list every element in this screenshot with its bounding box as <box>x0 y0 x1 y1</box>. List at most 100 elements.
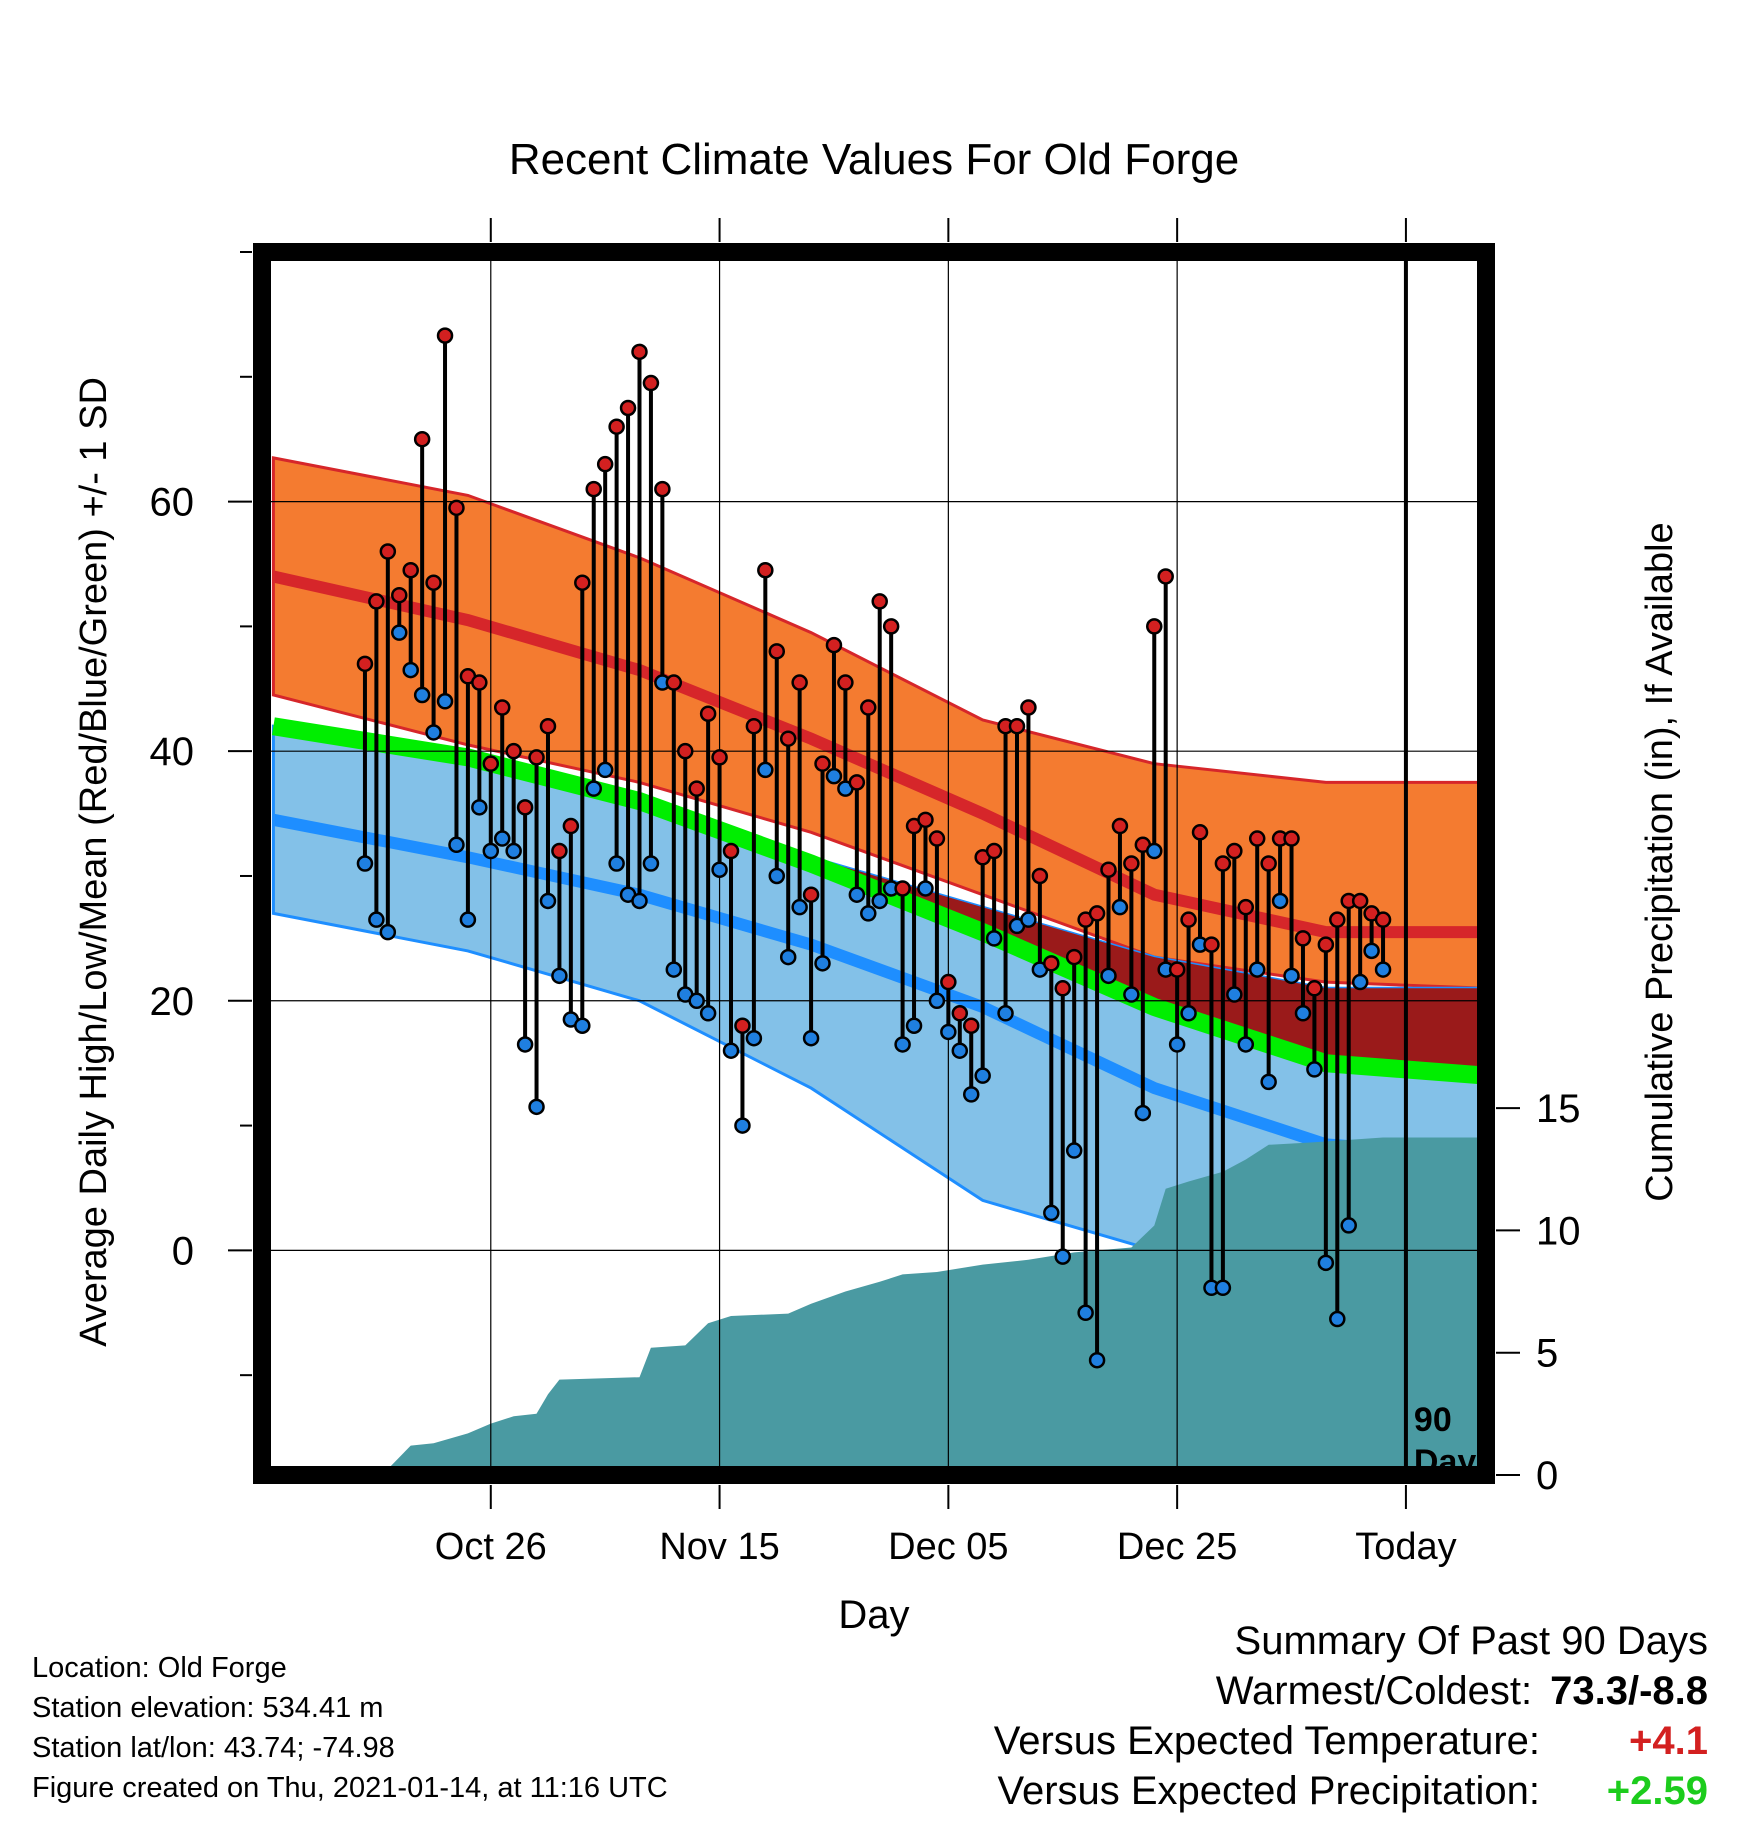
daily-low-point <box>985 930 1003 947</box>
daily-low-point <box>997 1005 1014 1022</box>
daily-low-point <box>688 992 705 1010</box>
daily-high-point <box>688 780 705 797</box>
chart-title: Recent Climate Values For Old Forge <box>509 135 1239 184</box>
daily-low-point <box>425 724 442 741</box>
y-tick-label-right: 15 <box>1536 1087 1581 1131</box>
daily-low-point <box>951 1042 969 1059</box>
daily-high-point <box>1043 955 1060 972</box>
station-latlon: Station lat/lon: 43.74; -74.98 <box>32 1732 395 1764</box>
daily-high-point <box>539 717 557 735</box>
daily-low-point <box>413 686 431 704</box>
daily-high-point <box>1031 867 1049 885</box>
normal-high-line <box>272 570 1486 939</box>
daily-high-point <box>585 480 602 498</box>
y-tick-label-right: 0 <box>1536 1454 1558 1498</box>
summary-heading: Summary Of Past 90 Days <box>1234 1619 1708 1663</box>
daily-high-point <box>837 674 854 691</box>
daily-low-point <box>791 898 808 916</box>
daily-low-point <box>1329 1310 1346 1328</box>
daily-high-point <box>1054 980 1071 997</box>
daily-high-point <box>699 705 717 722</box>
daily-high-point <box>391 586 408 604</box>
daily-high-point <box>814 755 831 772</box>
daily-low-point <box>1146 842 1163 860</box>
daily-low-point <box>1226 986 1243 1003</box>
daily-low-point <box>1168 1036 1186 1053</box>
daily-low-point <box>1065 1142 1083 1159</box>
daily-high-point <box>1180 911 1197 928</box>
warmest-value: 73.3/-8.8 <box>1550 1669 1708 1713</box>
daily-high-point <box>791 674 808 691</box>
daily-low-point <box>482 842 500 860</box>
daily-low-point <box>642 855 660 872</box>
daily-low-point <box>940 1023 957 1041</box>
daily-high-point <box>448 499 465 517</box>
daily-low-point <box>802 1029 820 1047</box>
daily-low-point <box>436 693 454 710</box>
temp-anomaly-value: +4.1 <box>1629 1719 1708 1763</box>
daily-low-point <box>917 880 934 897</box>
daily-low-point <box>608 855 625 872</box>
daily-high-point <box>1306 980 1323 997</box>
daily-high-point <box>848 774 866 791</box>
daily-low-point <box>1351 973 1369 991</box>
daily-high-point <box>1191 824 1209 841</box>
daily-low-point <box>1237 1036 1255 1053</box>
daily-low-point <box>516 1036 534 1053</box>
daily-low-point <box>1111 898 1129 916</box>
daily-high-point <box>493 699 511 716</box>
daily-high-point <box>413 430 431 448</box>
daily-low-point <box>1317 1254 1335 1272</box>
daily-low-point <box>1180 1005 1197 1022</box>
daily-low-point <box>894 1036 911 1053</box>
daily-low-point <box>448 836 465 854</box>
daily-high-point <box>962 1017 980 1034</box>
precip-anomaly-value: +2.59 <box>1606 1769 1708 1813</box>
daily-low-point <box>699 1005 717 1022</box>
daily-high-point <box>734 1017 751 1034</box>
daily-high-point <box>482 755 500 772</box>
daily-high-point <box>1008 717 1026 735</box>
daily-low-point <box>1123 986 1140 1003</box>
daily-high-point <box>642 374 660 392</box>
daily-high-point <box>1226 842 1243 860</box>
daily-high-point <box>757 561 774 579</box>
daily-low-point <box>402 661 419 679</box>
daily-high-point <box>1146 618 1163 635</box>
station-elevation: Station elevation: 534.41 m <box>32 1692 384 1724</box>
axes: Oct 26 Nov 15 Dec 05 Dec 25 Today 0 20 40 60 0 5 10… <box>150 218 1581 1568</box>
daily-high-point <box>1294 930 1312 947</box>
daily-high-point <box>1351 892 1369 910</box>
daily-low-point <box>665 961 683 978</box>
daily-high-point <box>1157 568 1174 585</box>
daily-low-point <box>871 892 888 910</box>
daily-high-point <box>368 593 385 610</box>
daily-low-point <box>379 923 397 941</box>
daily-high-point <box>516 799 534 816</box>
daily-low-point <box>974 1067 991 1084</box>
daily-high-point <box>1123 855 1140 872</box>
daily-low-point <box>734 1117 751 1134</box>
daily-low-point <box>459 911 477 928</box>
daily-low-point <box>1340 1217 1357 1234</box>
daily-high-point <box>825 636 843 654</box>
warmest-label: Warmest/Coldest: <box>1215 1669 1533 1713</box>
cumulative-precip-area <box>382 1137 1486 1475</box>
daily-low-point <box>585 780 602 797</box>
y-tick-label-left: 20 <box>150 980 195 1024</box>
daily-high-point <box>928 830 946 847</box>
daily-low-point <box>1088 1351 1106 1369</box>
x-tick-label: Nov 15 <box>659 1526 779 1568</box>
daily-low-point <box>539 892 557 910</box>
daily-high-point <box>1214 855 1232 872</box>
daily-high-point <box>917 811 934 829</box>
y-tick-label-left: 60 <box>150 481 195 525</box>
daily-low-point <box>825 767 843 785</box>
y-tick-label-left: 0 <box>172 1229 194 1273</box>
daily-low-point <box>1363 942 1380 960</box>
station-info: Location: Old Forge Station elevation: 5… <box>32 1648 668 1808</box>
daily-low-point <box>1271 892 1289 910</box>
station-location: Location: Old Forge <box>32 1652 287 1684</box>
daily-low-point <box>860 905 877 922</box>
daily-high-point <box>631 343 648 361</box>
